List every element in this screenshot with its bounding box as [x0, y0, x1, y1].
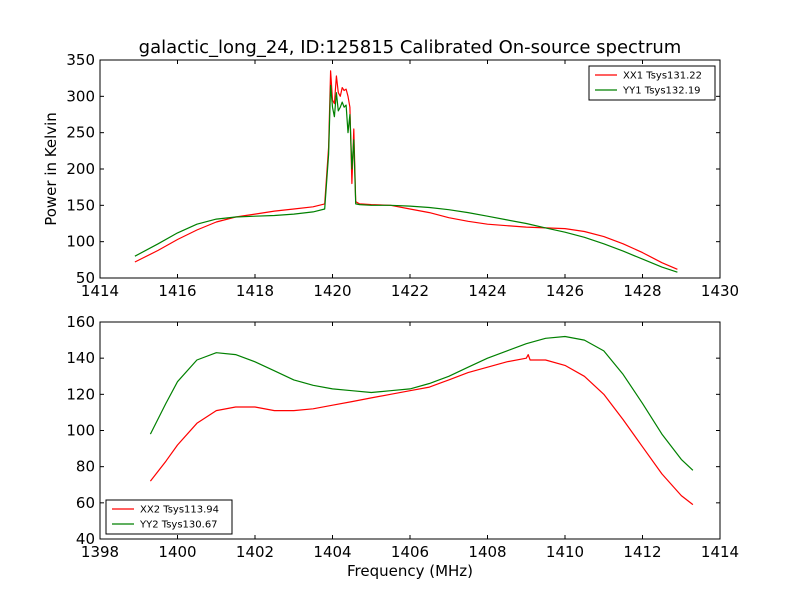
y-axis-label: Power in Kelvin	[42, 112, 60, 226]
bottom-spectrum-panel: 1398 1400 1402 1404 1406 1408 1410 1412 1414 40 60…	[66, 313, 739, 580]
series-line-1	[134, 70, 678, 270]
x-tick-label: 1414	[81, 282, 119, 300]
y-tick-label: 80	[76, 458, 95, 476]
legend-entry-label: YY2 Tsys130.67	[139, 520, 218, 531]
y-tick-label: 140	[66, 349, 95, 367]
y-tick-label: 160	[66, 313, 95, 331]
x-tick-label: 1420	[313, 282, 351, 300]
y-tick-label: 200	[66, 160, 95, 178]
x-tick-label: 1408	[468, 543, 506, 561]
x-tick-label: 1402	[236, 543, 274, 561]
y-tick-label: 250	[66, 124, 95, 142]
y-tick-label: 300	[66, 87, 95, 105]
y-tick-label: 50	[76, 269, 95, 287]
series-line-2	[134, 84, 678, 273]
x-tick-label: 1422	[391, 282, 429, 300]
x-tick-label: 1414	[701, 543, 739, 561]
legend: XX2 Tsys113.94 YY2 Tsys130.67	[105, 499, 233, 535]
x-tick-label: 1428	[623, 282, 661, 300]
figure-title: galactic_long_24, ID:125815 Calibrated O…	[139, 37, 682, 58]
x-tick-label: 1424	[468, 282, 506, 300]
y-tick-label: 120	[66, 385, 95, 403]
top-spectrum-panel: 1414 1416 1418 1420 1422 1424 1426 1428 1430 50 10…	[42, 51, 739, 300]
y-tick-label: 350	[66, 51, 95, 69]
x-tick-label: 1404	[313, 543, 351, 561]
y-tick-label: 100	[66, 233, 95, 251]
x-tick-label: 1418	[236, 282, 274, 300]
legend-box	[105, 499, 233, 535]
x-tick-label: 1400	[158, 543, 196, 561]
y-tick-label: 40	[76, 530, 95, 548]
legend-entry-label: XX1 Tsys131.22	[623, 71, 702, 82]
y-tick-label: 150	[66, 196, 95, 214]
y-tick-label: 100	[66, 422, 95, 440]
x-tick-label: 1406	[391, 543, 429, 561]
legend-entry-label: YY1 Tsys132.19	[622, 86, 701, 97]
legend: XX1 Tsys131.22 YY1 Tsys132.19	[588, 65, 716, 101]
series-line-2	[149, 335, 694, 471]
y-tick-label: 60	[76, 494, 95, 512]
x-tick-label: 1410	[546, 543, 584, 561]
x-tick-label: 1430	[701, 282, 739, 300]
x-tick-label: 1398	[81, 543, 119, 561]
legend-box	[588, 65, 716, 101]
x-axis-label: Frequency (MHz)	[347, 562, 473, 580]
x-tick-label: 1426	[546, 282, 584, 300]
x-tick-label: 1416	[158, 282, 196, 300]
x-tick-label: 1412	[623, 543, 661, 561]
series-line-1	[149, 354, 694, 506]
legend-entry-label: XX2 Tsys113.94	[140, 505, 219, 516]
